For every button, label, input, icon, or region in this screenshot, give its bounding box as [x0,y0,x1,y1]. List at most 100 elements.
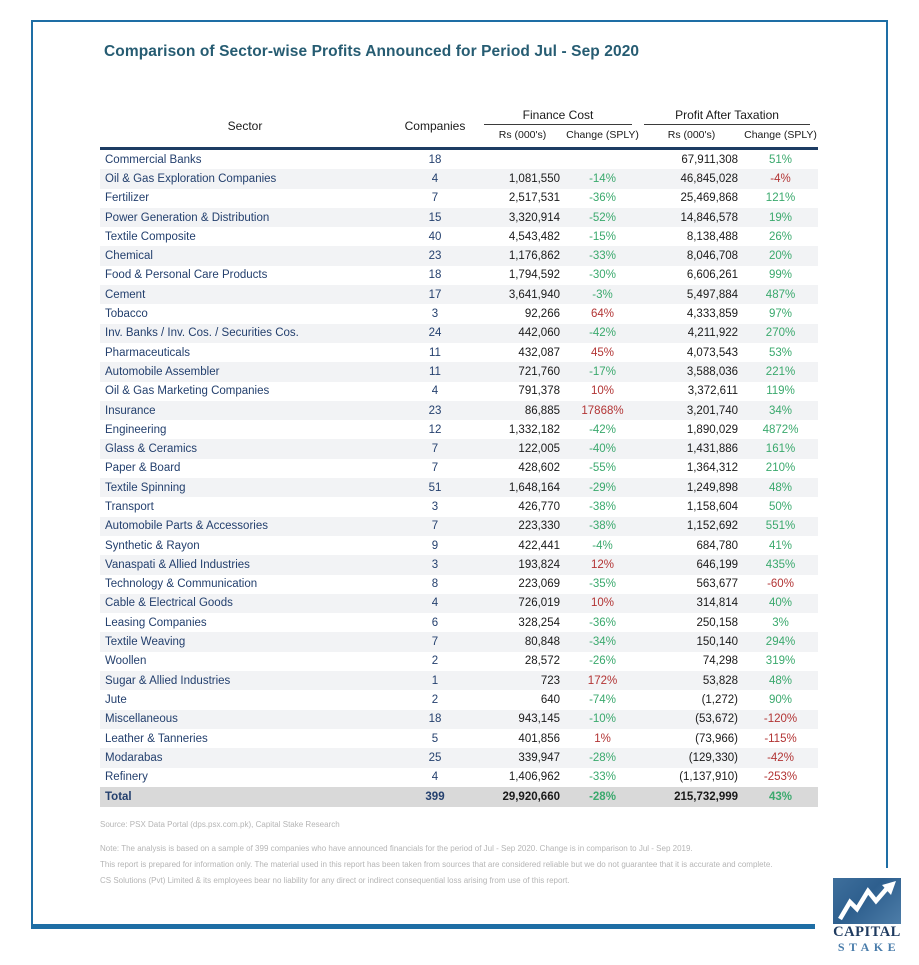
profit-after-tax-change-cell: 551% [765,520,796,533]
sector-cell: Vanaspati & Allied Industries [105,558,250,571]
profit-after-tax-value-cell: (73,966) [695,732,739,745]
profit-after-tax-change-cell: 51% [769,153,793,166]
profit-after-tax-value-cell: (129,330) [688,751,739,764]
sector-cell: Automobile Assembler [105,365,220,378]
profit-after-tax-change-cell: -4% [770,172,791,185]
companies-cell: 40 [428,230,442,243]
profit-after-tax-change-cell: 53% [769,346,793,359]
sector-cell: Food & Personal Care Products [105,269,268,282]
profit-after-tax-value-cell: 3,372,611 [687,385,739,398]
sector-cell: Textile Composite [105,230,196,243]
table-row: Textile Weaving 7 80,848 -34% 150,140 29… [100,632,819,652]
finance-cost-change-cell: -36% [589,616,616,629]
table-row: Vanaspati & Allied Industries 3 193,824 … [100,555,819,575]
finance-cost-value-cell: 640 [540,693,560,706]
table-row: Automobile Parts & Accessories 7 223,330… [100,516,819,536]
sector-cell: Cement [105,288,146,301]
profit-after-tax-change-cell: 41% [769,539,793,552]
profit-after-tax-change-cell: 19% [769,211,793,224]
table-row: Transport 3 426,770 -38% 1,158,604 50% [100,497,818,516]
companies-cell: 11 [429,365,441,378]
companies-cell: 51 [428,481,442,494]
profit-after-tax-value-cell: 150,140 [696,636,739,649]
table-row: Synthetic & Rayon 9 422,441 -4% 684,780 … [100,536,818,555]
finance-cost-value-cell: 28,572 [524,655,560,668]
sector-cell: Oil & Gas Exploration Companies [105,172,277,185]
finance-cost-change-cell: 12% [590,558,615,571]
sector-cell: Engineering [105,423,167,436]
total-pat-value: 215,732,999 [674,791,739,804]
table-row: Insurance 23 86,885 17868% 3,201,740 34% [100,400,819,421]
profit-after-tax-change-cell: 40% [769,597,793,610]
companies-cell: 12 [428,423,442,436]
total-pat-change: 43% [769,791,793,804]
finance-cost-value-cell: 723 [540,674,560,687]
sector-cell: Leather & Tanneries [105,732,208,745]
sector-cell: Textile Spinning [105,481,186,494]
sector-cell: Pharmaceuticals [105,346,191,359]
finance-cost-value-cell: 86,885 [524,404,560,417]
profit-after-tax-change-cell: 487% [765,288,796,301]
companies-cell: 3 [431,558,439,571]
table-row: Pharmaceuticals 11 432,087 45% 4,073,543… [100,343,818,362]
finance-cost-value-cell: 442,060 [518,327,560,340]
companies-cell: 4 [431,597,439,610]
finance-cost-change-cell: 64% [590,308,615,321]
finance-cost-change-cell: 17868% [581,404,624,417]
table-row: Oil & Gas Marketing Companies 4 791,378 … [100,382,818,401]
finance-cost-value-cell: 791,378 [518,385,560,398]
header-companies: Companies [390,104,480,150]
profit-after-tax-value-cell: 8,138,488 [686,230,739,243]
profit-after-tax-change-cell: 34% [769,404,793,417]
total-fc-change: -28% [589,791,616,804]
companies-cell: 7 [431,462,439,475]
table-row: Tobacco 3 92,266 64% 4,333,859 97% [100,304,818,323]
companies-cell: 4 [431,771,439,784]
logo-text-capital: CAPITAL [833,924,901,940]
finance-cost-change-cell: -29% [589,481,616,494]
companies-cell: 3 [431,500,439,513]
finance-cost-change-cell: 10% [590,385,615,398]
profit-after-tax-value-cell: (1,272) [701,693,739,706]
profit-after-tax-value-cell: 250,158 [696,616,739,629]
finance-cost-value-cell: 428,602 [518,462,560,475]
profit-after-tax-value-cell: 1,431,886 [686,443,739,456]
sector-cell: Modarabas [105,751,163,764]
finance-cost-change-cell: -30% [589,269,616,282]
logo-text-stake: STAKE [837,940,901,954]
profit-after-tax-value-cell: 1,364,312 [686,462,739,475]
companies-cell: 6 [431,616,439,629]
profit-after-tax-value-cell: 4,333,859 [686,308,739,321]
finance-cost-change-cell: -33% [589,771,616,784]
companies-cell: 7 [431,520,439,533]
profit-after-tax-value-cell: 6,606,261 [686,269,739,282]
companies-cell: 17 [428,288,442,301]
finance-cost-value-cell: 721,760 [518,365,560,378]
table-row: Food & Personal Care Products 18 1,794,5… [100,266,818,285]
finance-cost-change-cell: 1% [594,732,611,745]
companies-cell: 11 [429,346,441,359]
profit-after-tax-change-cell: 294% [765,636,796,649]
profit-after-tax-value-cell: 4,073,543 [686,346,739,359]
profit-after-tax-value-cell: 46,845,028 [680,172,739,185]
profit-after-tax-change-cell: -120% [763,713,798,726]
profit-after-tax-value-cell: (1,137,910) [679,771,739,784]
sector-cell: Tobacco [105,308,148,321]
finance-cost-change-cell: -3% [592,288,613,301]
header-group-profit-after-taxation: Profit After Taxation [640,104,818,125]
profit-after-tax-value-cell: 25,469,868 [680,192,739,205]
total-fc-value: 29,920,660 [502,791,560,804]
profit-after-tax-change-cell: -253% [763,771,798,784]
finance-cost-change-cell: -35% [589,578,616,591]
companies-cell: 25 [428,751,442,764]
sector-cell: Woollen [105,655,147,668]
profit-after-tax-value-cell: 1,158,604 [686,500,739,513]
logo-chart-icon [833,878,901,924]
companies-cell: 7 [431,636,439,649]
finance-cost-change-cell: -74% [589,693,616,706]
table-header: Sector Companies Finance Cost Profit Aft… [100,104,819,150]
sector-cell: Jute [105,693,127,706]
finance-cost-change-cell: -38% [589,500,616,513]
profit-after-tax-value-cell: 563,677 [696,578,739,591]
finance-cost-value-cell: 223,330 [518,520,560,533]
